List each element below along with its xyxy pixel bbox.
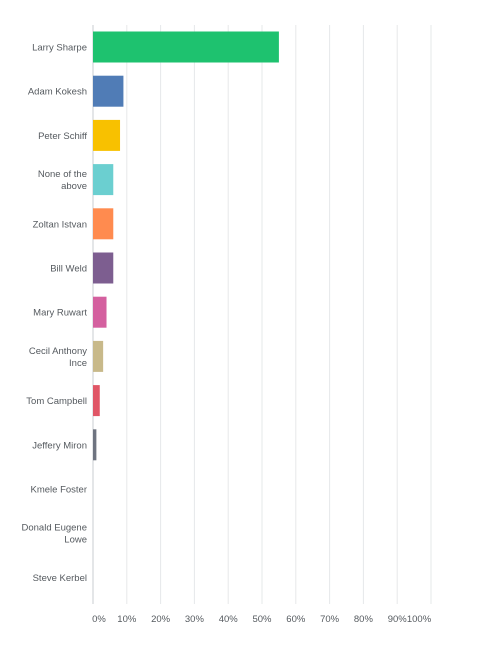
x-tick-label-90: 90% [388, 614, 408, 625]
category-label-donald-eugene-lowe: Donald Eugene Lowe [22, 523, 88, 546]
x-tick-label-70: 70% [320, 614, 340, 625]
x-tick-label-50: 50% [252, 614, 272, 625]
category-labels: Larry Sharpe Adam Kokesh Peter Schiff None … [22, 43, 88, 584]
x-tick-label-30: 30% [185, 614, 205, 625]
bar-bill-weld [93, 252, 114, 284]
bar-mary-ruwart [93, 296, 107, 328]
bar-adam-kokesh [93, 75, 124, 107]
bar-jeffery-miron [93, 429, 97, 461]
x-tick-label-80: 80% [354, 614, 374, 625]
bar-zoltan-istvan [93, 208, 114, 240]
x-tick-label-20: 20% [151, 614, 171, 625]
category-label-steve-kerbel: Steve Kerbel [33, 573, 87, 584]
category-label-bill-weld: Bill Weld [50, 264, 87, 275]
bars [93, 31, 279, 461]
category-label-none-of-the-above: None of the above [38, 169, 87, 192]
x-tick-label-0: 0% [92, 614, 106, 625]
bar-larry-sharpe [93, 31, 279, 63]
category-label-larry-sharpe: Larry Sharpe [32, 43, 87, 54]
bar-cecil-anthony-ince [93, 340, 104, 372]
bar-peter-schiff [93, 119, 121, 151]
bar-tom-campbell [93, 385, 100, 417]
x-tick-label-10: 10% [117, 614, 137, 625]
bar-none-of-the-above [93, 164, 114, 196]
category-label-zoltan-istvan: Zoltan Istvan [33, 219, 87, 230]
x-axis-ticks: 0% 10% 20% 30% 40% 50% 60% 70% 80% 90% 100% [92, 614, 432, 625]
category-label-kmele-foster: Kmele Foster [31, 485, 88, 496]
category-label-adam-kokesh: Adam Kokesh [28, 87, 87, 98]
category-label-peter-schiff: Peter Schiff [38, 131, 87, 142]
x-tick-label-40: 40% [219, 614, 239, 625]
x-tick-label-100: 100% [407, 614, 432, 625]
gridlines [92, 25, 432, 604]
category-label-cecil-anthony-ince: Cecil Anthony Ince [29, 346, 87, 369]
category-label-mary-ruwart: Mary Ruwart [33, 308, 87, 319]
x-tick-label-60: 60% [286, 614, 306, 625]
category-label-tom-campbell: Tom Campbell [26, 396, 87, 407]
category-label-jeffery-miron: Jeffery Miron [32, 440, 87, 451]
